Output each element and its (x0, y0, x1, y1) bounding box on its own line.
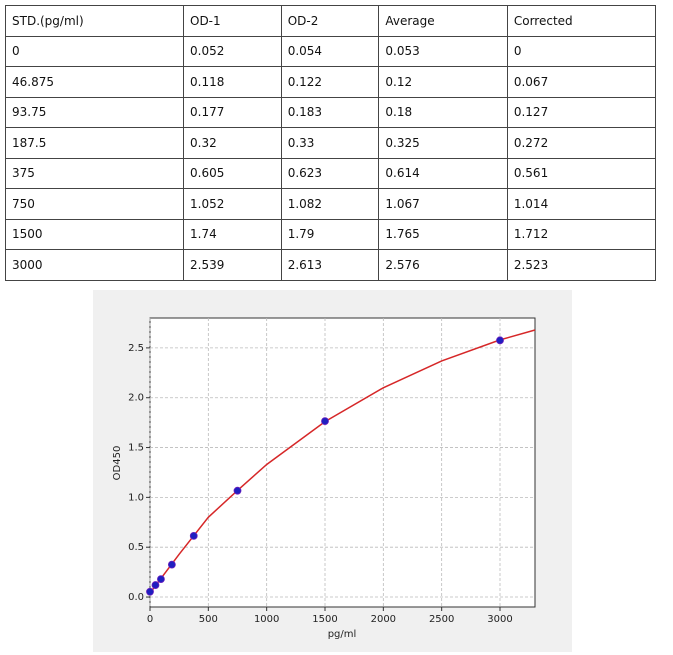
table-cell: 0 (506, 35, 657, 67)
table-cell: 93.75 (5, 96, 184, 128)
table-row: 1500 1.74 1.79 1.765 1.712 (5, 218, 657, 250)
table-cell: 3000 (5, 249, 184, 281)
x-tick-label: 0 (147, 614, 153, 625)
x-tick-label: 500 (199, 614, 218, 625)
table-cell: 0.053 (378, 35, 508, 67)
data-point (233, 486, 242, 495)
table-row: 750 1.052 1.082 1.067 1.014 (5, 188, 657, 220)
table-cell: 0.18 (378, 96, 508, 128)
data-point (157, 575, 165, 583)
x-tick-label: 2000 (371, 614, 396, 625)
table-cell: 2.613 (280, 249, 380, 281)
table-row: 3000 2.539 2.613 2.576 2.523 (5, 249, 657, 281)
y-axis-label: OD450 (112, 446, 123, 481)
table-cell: 1.765 (378, 218, 508, 250)
y-tick-label: 2.0 (128, 393, 144, 404)
table-cell: 187.5 (5, 127, 184, 159)
table-cell: 2.576 (378, 249, 508, 281)
table-row: 375 0.605 0.623 0.614 0.561 (5, 157, 657, 189)
table-cell: 0.183 (280, 96, 380, 128)
table-cell: 0.054 (280, 35, 380, 67)
table-cell: 2.539 (183, 249, 282, 281)
table-row: 46.875 0.118 0.122 0.12 0.067 (5, 66, 657, 98)
table-cell: 0.605 (183, 157, 282, 189)
y-tick-label: 0.0 (128, 592, 144, 603)
table-cell: 0.614 (378, 157, 508, 189)
header-row: STD.(pg/ml) OD-1 OD-2 Average Corrected (5, 5, 657, 37)
table-row: 93.75 0.177 0.183 0.18 0.127 (5, 96, 657, 128)
table-cell: 2.523 (506, 249, 657, 281)
table-cell: 46.875 (5, 66, 184, 98)
data-table: STD.(pg/ml) OD-1 OD-2 Average Corrected 0 0.05… (5, 5, 657, 281)
data-point (146, 587, 154, 596)
y-tick-label: 0.5 (128, 542, 144, 553)
table-cell: 0.052 (183, 35, 282, 67)
table-cell: Corrected (506, 5, 657, 37)
table-cell: 0.067 (506, 66, 657, 98)
table-cell: 0.325 (378, 127, 508, 159)
plot-area (149, 317, 536, 608)
x-axis-label: pg/ml (328, 629, 357, 640)
x-tick-label: 1000 (254, 614, 279, 625)
table-cell: 0.33 (280, 127, 380, 159)
table-cell: 1.79 (280, 218, 380, 250)
table-cell: 0.118 (183, 66, 282, 98)
table-cell: Average (378, 5, 508, 37)
y-tick-label: 2.5 (128, 343, 144, 354)
y-tick-label: 1.5 (128, 443, 144, 454)
table-cell: 0.177 (183, 96, 282, 128)
x-tick-label: 1500 (312, 614, 337, 625)
table-cell: 1.067 (378, 188, 508, 220)
table-cell: STD.(pg/ml) (5, 5, 184, 37)
x-tick-label: 3000 (487, 614, 512, 625)
table-cell: 375 (5, 157, 184, 189)
table-cell: OD-1 (183, 5, 282, 37)
y-tick-label: 1.0 (128, 492, 144, 503)
data-point (496, 336, 504, 345)
table-row: 0 0.052 0.054 0.053 0 (5, 35, 657, 67)
table-cell: 0.122 (280, 66, 380, 98)
x-tick-label: 2500 (429, 614, 454, 625)
table-cell: 0.12 (378, 66, 508, 98)
data-point (321, 417, 329, 426)
table-cell: 1.712 (506, 218, 657, 250)
table-cell: 0.127 (506, 96, 657, 128)
table-cell: 0 (5, 35, 184, 67)
data-point (189, 531, 198, 540)
table-cell: 0.561 (506, 157, 657, 189)
data-point (151, 581, 160, 589)
data-point (167, 560, 176, 569)
table-cell: 0.623 (280, 157, 380, 189)
table-cell: 750 (5, 188, 184, 220)
table-cell: 0.32 (183, 127, 282, 159)
